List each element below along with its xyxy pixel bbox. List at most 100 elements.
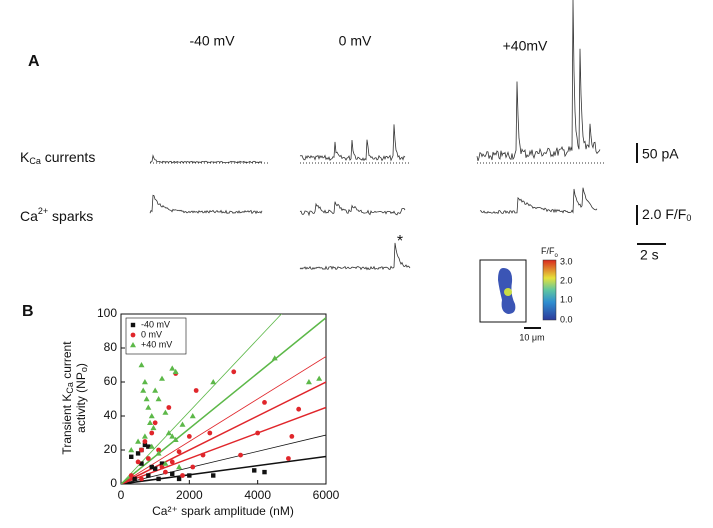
plot-frame: [120, 313, 327, 485]
point: [139, 447, 144, 453]
point: [200, 452, 206, 458]
point: [139, 461, 144, 466]
point: [193, 388, 199, 393]
point: [255, 430, 261, 436]
y-tick-label: 40: [104, 408, 118, 422]
point: [141, 433, 148, 439]
condition: 0 mV: [339, 33, 372, 49]
point: [130, 342, 136, 348]
point: [156, 447, 161, 453]
point: [152, 420, 158, 426]
scale-label: 2 s: [640, 247, 659, 263]
point: [162, 409, 169, 415]
point: [148, 443, 155, 449]
point: [211, 473, 216, 478]
trace: [149, 154, 263, 164]
point: [141, 379, 148, 385]
panel-label: B: [22, 303, 34, 320]
traces: [149, 0, 606, 271]
point: [148, 413, 155, 419]
point: [145, 456, 151, 461]
point: [146, 473, 151, 478]
point: [189, 413, 196, 419]
condition: -40 mV: [189, 33, 235, 49]
point: [180, 473, 185, 478]
point: [169, 459, 175, 465]
point: [152, 387, 159, 393]
point: [190, 464, 196, 470]
point: [172, 368, 179, 374]
asterisk: *: [397, 233, 403, 250]
plot: 0 2000 4000 6000 0 20 40 60 80 100 -40 mV0 mV+40 m…: [97, 306, 340, 502]
y-tick-label: 60: [104, 374, 118, 388]
colorbar-tick: 2.0: [560, 275, 573, 285]
point: [149, 464, 154, 470]
x-tick-label: 2000: [176, 488, 203, 502]
point: [179, 421, 186, 427]
point: [252, 468, 257, 473]
colorbar-tick: 1.0: [560, 294, 573, 304]
point: [135, 451, 141, 456]
y-tick-label: 100: [97, 306, 117, 320]
point: [155, 450, 162, 456]
point: [128, 447, 135, 453]
fit-line: [121, 406, 326, 484]
point: [262, 400, 267, 405]
fit-line: [121, 434, 326, 484]
condition: +40mV: [503, 38, 548, 54]
legend-frame: [125, 317, 187, 355]
fit-line: [121, 317, 326, 484]
trace: [299, 124, 406, 162]
colorbar-title: F/Fo: [541, 246, 559, 258]
point: [207, 430, 213, 436]
scale-label: 2.0 F/F0: [642, 206, 691, 224]
fits: [121, 314, 326, 484]
trace: [476, 0, 601, 162]
point: [169, 365, 176, 371]
point: [146, 444, 151, 449]
row-label: KCa currents: [20, 149, 95, 167]
legend-label: -40 mV: [141, 319, 170, 329]
y-tick-label: 0: [110, 476, 117, 490]
x-axis-title: Ca²⁺ spark amplitude (nM): [152, 504, 294, 518]
point: [140, 387, 147, 393]
point: [172, 436, 179, 442]
point: [296, 406, 302, 412]
point: [170, 471, 175, 476]
point: [176, 464, 183, 470]
spark: [504, 288, 512, 296]
colorbar-tick: 3.0: [560, 256, 573, 266]
point: [166, 405, 172, 410]
point: [286, 456, 291, 461]
point: [138, 362, 145, 368]
point: [169, 433, 176, 439]
point: [162, 460, 169, 466]
x-tick-label: 6000: [313, 488, 340, 502]
point: [149, 430, 155, 436]
point: [147, 419, 154, 425]
point: [142, 442, 148, 448]
point: [143, 396, 150, 402]
point: [129, 454, 134, 459]
point: [142, 439, 148, 444]
colorbar: [542, 259, 557, 321]
y-axis-title: Transient KCa currentactivity (NPo): [60, 341, 89, 455]
fit-line: [121, 314, 282, 484]
point: [262, 469, 267, 475]
point: [150, 424, 157, 431]
point: [135, 438, 142, 444]
point: [176, 476, 182, 482]
point: [135, 459, 141, 465]
point: [305, 379, 312, 385]
point: [132, 476, 137, 482]
point: [163, 469, 168, 475]
point: [316, 375, 323, 381]
y-tick-label: 20: [104, 442, 118, 456]
x-tick-label: 4000: [244, 488, 271, 502]
row-label: Ca2+ sparks: [20, 206, 93, 223]
point: [152, 466, 158, 471]
point: [155, 396, 162, 402]
point: [159, 375, 165, 381]
